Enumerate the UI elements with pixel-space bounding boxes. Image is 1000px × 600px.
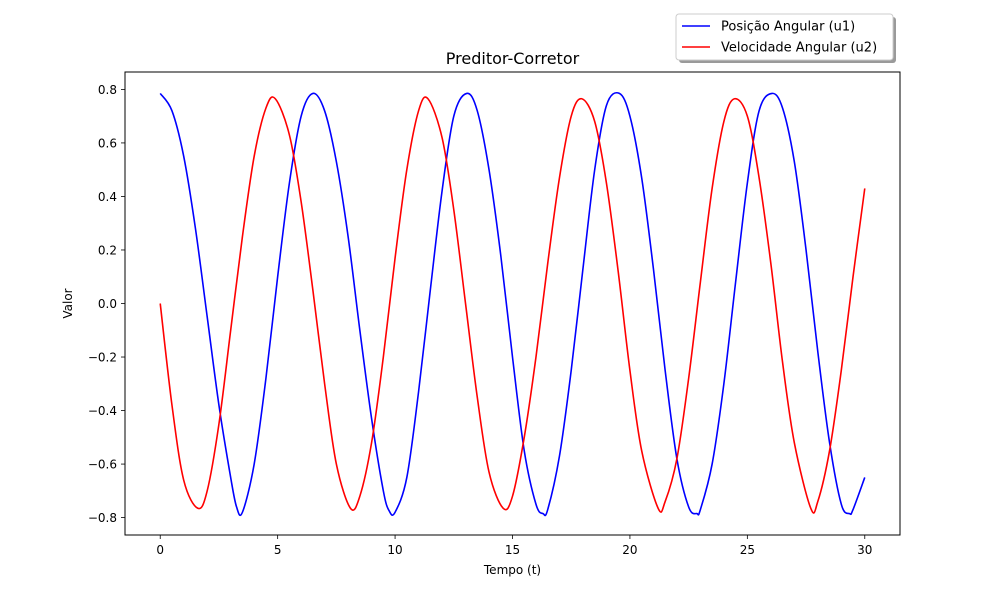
series-line-velocidade-angular-u2 bbox=[159, 96, 866, 514]
chart-title: Preditor-Corretor bbox=[446, 49, 580, 68]
series-layer bbox=[159, 91, 866, 517]
y-tick-label: 0.8 bbox=[98, 83, 117, 97]
y-axis-ticks: −0.8 −0.6 −0.4 −0.2 0.0 0.2 0.4 0.6 0.8 bbox=[88, 83, 125, 525]
legend-box bbox=[675, 13, 894, 61]
legend-label-velocidade-angular: Velocidade Angular (u2) bbox=[721, 41, 877, 56]
x-tick-label: 10 bbox=[387, 543, 402, 557]
x-axis-label: Tempo (t) bbox=[483, 563, 541, 577]
series-line-posicao-angular-u1 bbox=[159, 91, 866, 517]
x-tick-label: 5 bbox=[274, 543, 282, 557]
y-axis-label: Valor bbox=[61, 288, 75, 318]
legend: Posição Angular (u1) Velocidade Angular … bbox=[675, 13, 896, 63]
y-tick-label: 0.6 bbox=[98, 136, 117, 150]
y-tick-label: 0.4 bbox=[98, 190, 117, 204]
y-tick-label: 0.2 bbox=[98, 243, 117, 257]
y-tick-label: −0.4 bbox=[88, 404, 117, 418]
plot-area bbox=[125, 72, 900, 535]
y-tick-label: −0.2 bbox=[88, 351, 117, 365]
x-axis-ticks: 0 5 10 15 20 25 30 bbox=[156, 535, 872, 557]
y-tick-label: −0.8 bbox=[88, 511, 117, 525]
x-tick-label: 30 bbox=[857, 543, 872, 557]
legend-label-posicao-angular: Posição Angular (u1) bbox=[721, 20, 855, 35]
x-tick-label: 25 bbox=[740, 543, 755, 557]
x-tick-label: 20 bbox=[622, 543, 637, 557]
x-tick-label: 15 bbox=[505, 543, 520, 557]
x-tick-label: 0 bbox=[156, 543, 164, 557]
y-tick-label: −0.6 bbox=[88, 458, 117, 472]
y-tick-label: 0.0 bbox=[98, 297, 117, 311]
